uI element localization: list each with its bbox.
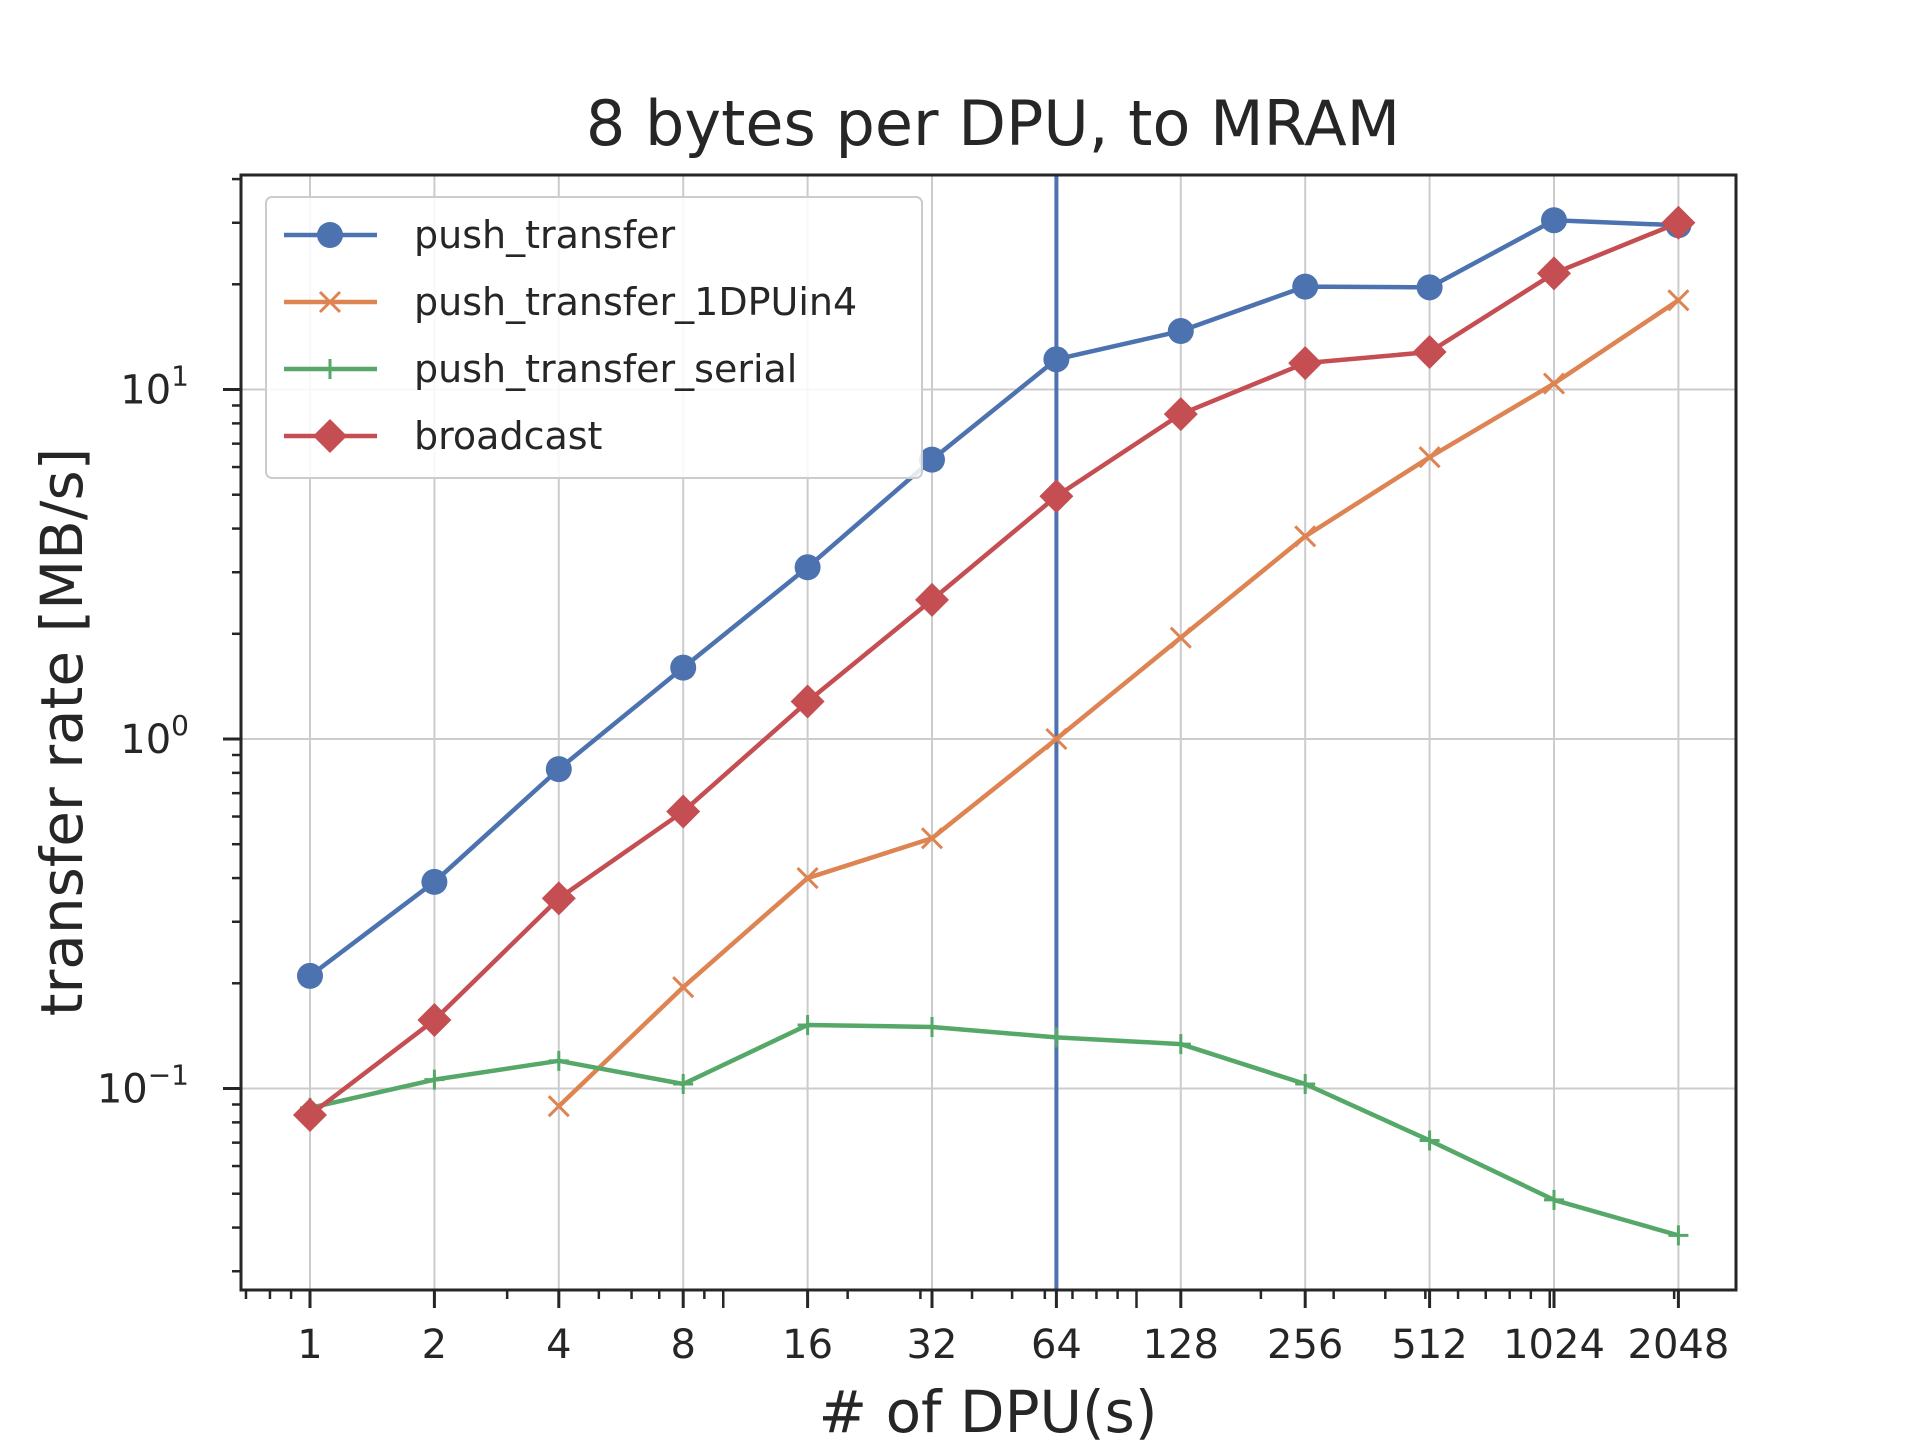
data-point [673,1074,694,1095]
legend: push_transfer push_transfer_1DPUin4 push_t… [265,196,923,479]
legend-item: push_transfer_serial [284,347,797,391]
data-point [547,1095,570,1118]
x-tick-label: 256 [1267,1322,1343,1368]
series-group [293,205,1696,1246]
data-point [1167,318,1194,345]
legend-marker [318,290,342,314]
data-point [796,867,819,890]
data-point [548,1050,569,1071]
x-tick-label: 128 [1143,1322,1219,1368]
data-point [922,1016,942,1037]
data-point [1039,479,1074,514]
data-point [1043,346,1070,373]
grid [241,175,1736,1290]
plot-frame [239,173,1738,1292]
x-tick-label: 4 [546,1322,571,1368]
x-tick-label: 2 [422,1322,447,1368]
data-point [1541,207,1567,234]
data-point [541,881,576,916]
data-point [670,654,697,681]
data-point [1294,525,1317,548]
x-tick-label: 8 [670,1322,695,1368]
legend-marker [317,222,343,248]
data-point [1169,626,1192,649]
data-point [1046,1027,1067,1048]
legend-label: push_transfer [414,213,676,257]
x-tick-label: 32 [907,1322,958,1368]
data-point [920,827,944,850]
legend-item: push_transfer_1DPUin4 [284,280,857,324]
data-point [797,1014,818,1035]
legend-label: push_transfer_1DPUin4 [414,280,857,324]
legend-marker [313,419,347,453]
series-line [308,220,1680,1117]
data-point [1668,1225,1689,1246]
data-point [1295,1074,1316,1095]
data-point [794,554,821,581]
legend-marker [320,359,340,379]
data-point [424,1069,445,1090]
x-tick-label: 64 [1031,1322,1082,1368]
data-point [1416,274,1443,301]
data-point [545,756,572,783]
data-point [1419,1130,1440,1151]
x-tick-label: 512 [1391,1322,1467,1368]
data-point [297,962,323,989]
series-line [557,298,1680,1108]
data-point [1163,397,1198,432]
series-push_transfer_1DPUin4 [547,289,1690,1118]
data-point [1045,727,1068,751]
x-tick-label: 16 [782,1322,833,1368]
x-tick-label: 1024 [1503,1322,1605,1368]
data-point [1418,446,1441,469]
series-broadcast [293,205,1696,1132]
series-push_transfer_serial [300,1014,1689,1246]
data-point [417,1003,452,1038]
series-line [309,1022,1680,1238]
legend-item: push_transfer [284,213,676,257]
data-point [1292,273,1319,300]
series-line [308,217,1679,978]
data-point [1542,372,1566,395]
data-point [1170,1034,1191,1055]
legend-item: broadcast [284,414,602,458]
data-point [1412,335,1447,370]
data-point [915,582,949,617]
data-point [1661,205,1696,240]
data-point [421,868,448,895]
legend-box [265,196,923,479]
x-axis-label: # of DPU(s) [819,1378,1158,1440]
data-point [293,1097,327,1132]
y-tick-label: 101 [120,360,189,414]
chart-title: 8 bytes per DPU, to MRAM [586,87,1400,160]
legend-label: broadcast [414,414,602,458]
series-push_transfer [297,207,1692,989]
y-tick-label: 100 [120,709,189,763]
data-point [666,794,701,829]
data-point [1544,1189,1564,1210]
y-tick-label: 10−1 [97,1059,189,1113]
y-axis-label: transfer rate [MB/s] [28,448,96,1017]
data-point [672,976,695,999]
data-point [1537,256,1571,291]
data-point [919,446,945,473]
legend-label: push_transfer_serial [414,347,797,391]
data-point [1667,289,1690,312]
data-point [1288,346,1323,381]
data-point [790,684,825,719]
axis-ticks: 1 2 4 8 16 32 64 128 256 512 1024 2048 10−1 100 101 [97,177,1730,1368]
x-tick-label: 2048 [1628,1322,1730,1368]
x-tick-label: 1 [297,1322,322,1368]
